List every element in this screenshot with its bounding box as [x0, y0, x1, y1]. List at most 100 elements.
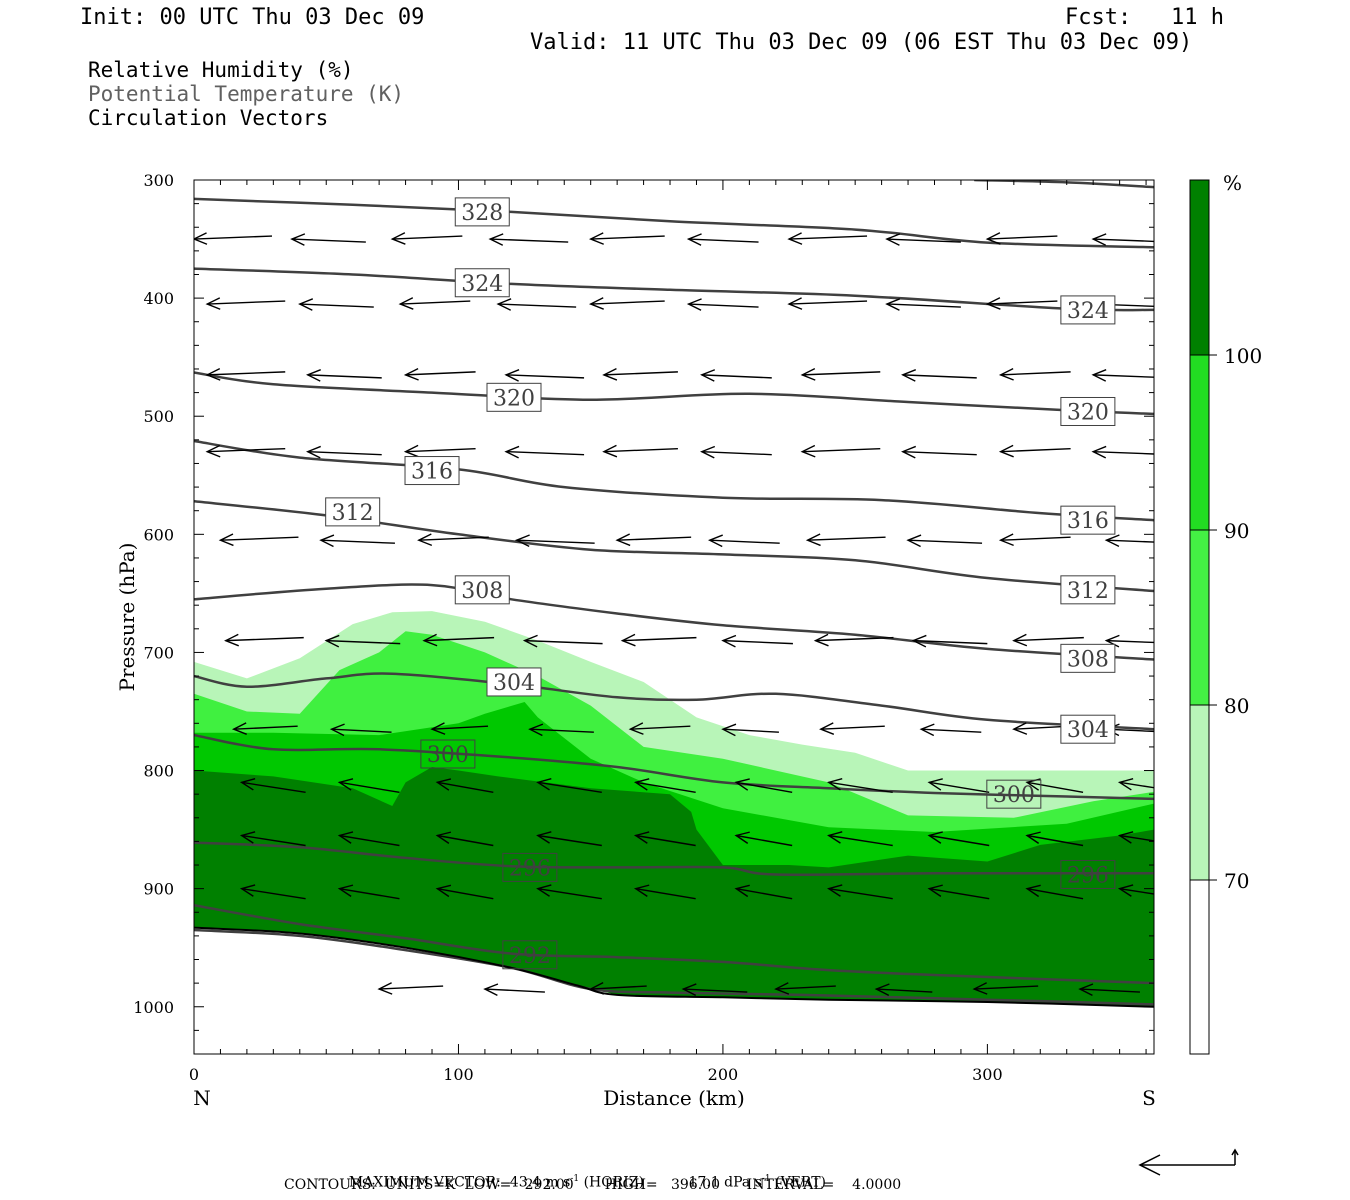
circulation-vector: [239, 778, 306, 794]
circulation-vector: [985, 297, 1058, 310]
vector-shaft: [929, 887, 990, 900]
circulation-vector: [633, 778, 696, 794]
vector-shaft: [1013, 636, 1084, 642]
forecast-hour: Fcst: 11 h: [1065, 5, 1224, 30]
colorbar-band: [1190, 530, 1209, 705]
vector-head: [681, 983, 697, 996]
circulation-vector: [306, 445, 382, 459]
circulation-vector: [827, 831, 893, 847]
vector-head: [194, 232, 208, 245]
colorbar-band: [1190, 705, 1209, 880]
colorbar-label: 90: [1224, 519, 1249, 543]
vector-head: [239, 831, 256, 844]
vector-head: [205, 297, 221, 310]
circulation-vector: [403, 444, 476, 458]
circulation-vector: [927, 831, 990, 847]
circulation-vector: [901, 369, 977, 382]
circulation-vector: [602, 368, 678, 381]
circulation-vector: [906, 534, 983, 548]
circulation-vector: [319, 534, 395, 548]
circulation-vector: [972, 982, 1039, 995]
vector-head: [306, 369, 321, 382]
circulation-vector: [496, 298, 577, 311]
circulation-vector: [927, 778, 990, 794]
vector-shaft: [736, 887, 793, 900]
circulation-vector: [911, 634, 988, 648]
max-vector-vert: 17.1 dPa s: [688, 1174, 762, 1191]
legend-theta: Potential Temperature (K): [88, 82, 405, 106]
horiz-tag: (HORIZ): [583, 1174, 644, 1191]
vector-shaft: [437, 781, 494, 794]
vector-head: [721, 634, 737, 648]
contour-label-312: 312: [325, 497, 381, 527]
colorbar-label: 100: [1224, 344, 1262, 368]
vector-shaft: [987, 300, 1058, 305]
vector-shaft: [307, 450, 382, 456]
contour-label-text: 312: [1067, 579, 1109, 604]
vector-head: [919, 723, 935, 737]
circulation-vector: [536, 778, 602, 794]
vector-shaft: [635, 834, 696, 847]
x-tick-label: 200: [708, 1065, 739, 1084]
vector-head: [422, 633, 438, 647]
vector-shaft: [902, 374, 977, 379]
vector-shaft: [506, 374, 585, 379]
vector-head: [827, 831, 843, 844]
vector-head: [633, 884, 650, 897]
vector-head: [1091, 445, 1107, 459]
vector-shaft: [722, 639, 793, 645]
vector-head: [686, 233, 702, 246]
valid-time: Valid: 11 UTC Thu 03 Dec 09 (06 EST Thu …: [530, 30, 1193, 55]
theta-contour-308: [194, 583, 1154, 661]
vector-shaft: [1026, 834, 1084, 847]
circulation-vector: [985, 232, 1058, 245]
vector-shaft: [635, 887, 696, 900]
vector-shaft: [241, 834, 306, 847]
circulation-vector: [734, 831, 793, 847]
circulation-vector: [205, 368, 286, 381]
vector-shaft: [902, 450, 977, 456]
vector-head: [239, 778, 256, 791]
contour-label-text: 300: [427, 743, 469, 768]
contour-label-292: 292: [502, 940, 558, 970]
vector-shaft: [418, 536, 489, 541]
contour-label-300: 300: [420, 739, 476, 769]
vector-head: [700, 369, 716, 382]
vector-shaft: [1119, 781, 1154, 789]
vector-head: [1025, 831, 1041, 844]
vector-shaft: [1106, 728, 1154, 733]
vector-shaft: [886, 238, 961, 243]
vector-shaft: [392, 235, 463, 240]
circulation-vector: [324, 634, 401, 648]
colorbar-band: [1190, 880, 1209, 1054]
contour-label-box: [502, 852, 558, 882]
vector-shaft: [802, 371, 881, 376]
circulation-vector: [435, 778, 494, 794]
vector-head: [435, 778, 452, 791]
colorbar-label: 70: [1224, 869, 1249, 893]
circulation-vector: [522, 634, 603, 648]
vector-head: [628, 722, 644, 735]
contour-label-box: [1060, 714, 1116, 744]
circulation-vector: [205, 297, 286, 310]
circulation-vector: [430, 722, 489, 735]
vector-head: [800, 444, 816, 458]
vector-shaft: [590, 985, 647, 990]
vector-head: [488, 233, 504, 246]
vector-shaft: [194, 235, 273, 240]
vector-head: [602, 368, 618, 381]
theta-contour-300: [194, 733, 1154, 801]
vector-head: [787, 232, 803, 245]
circulation-vector: [398, 297, 471, 310]
vector-shaft: [537, 834, 602, 847]
vector-head: [324, 634, 340, 648]
vector-shaft: [709, 539, 780, 544]
contour-label-text: 324: [461, 272, 503, 297]
vector-head: [819, 722, 835, 735]
vector-head: [734, 831, 750, 844]
contour-label-box: [486, 382, 542, 412]
circulation-vector: [1025, 831, 1084, 847]
plot-frame: [193, 179, 1155, 1055]
contour-label-text: 316: [411, 460, 453, 485]
vector-shaft: [908, 539, 983, 544]
